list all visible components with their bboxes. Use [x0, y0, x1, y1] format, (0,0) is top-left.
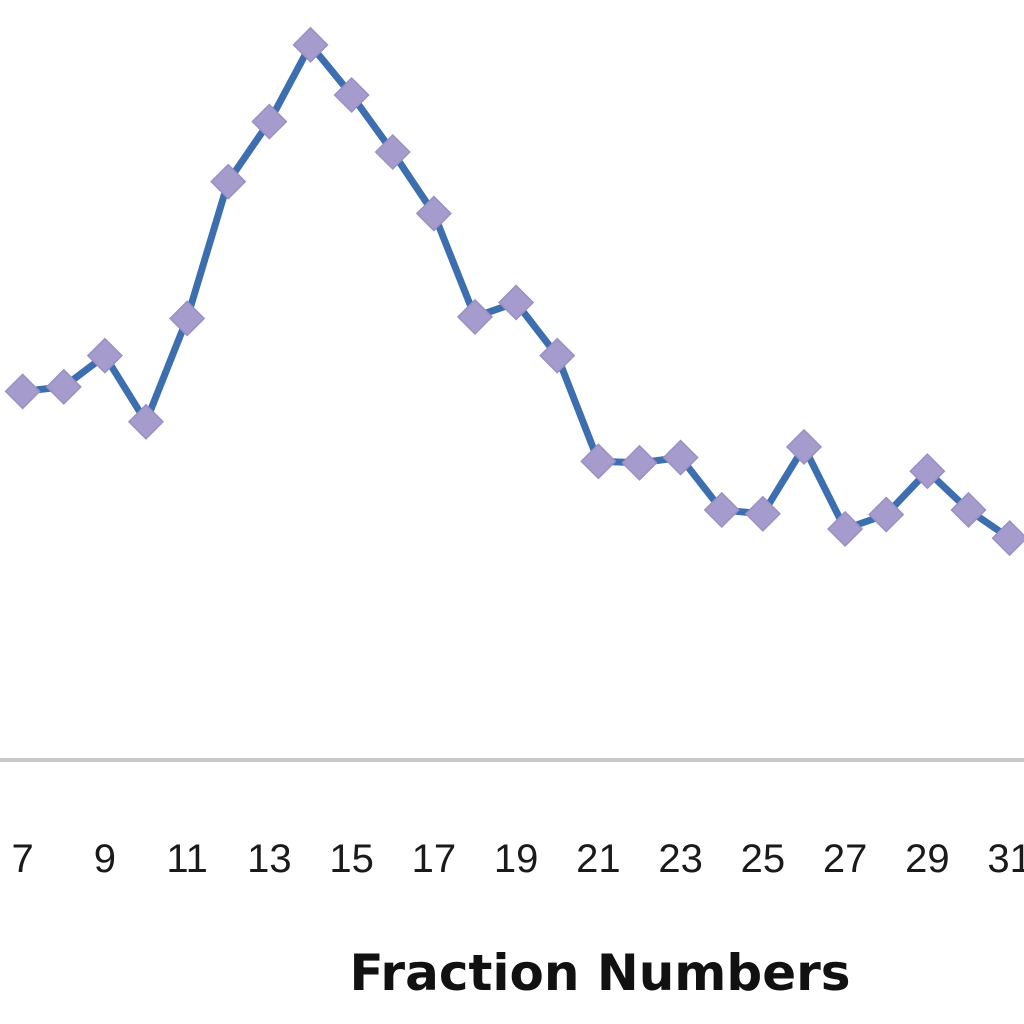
data-point-10 [127, 403, 165, 440]
data-point-20 [539, 337, 576, 374]
data-point-18 [456, 298, 494, 335]
data-point-29 [909, 453, 946, 490]
data-point-24 [703, 491, 740, 529]
data-point-12 [210, 163, 247, 200]
data-point-31 [991, 520, 1024, 557]
data-point-23 [662, 439, 699, 476]
x-tick-label-27: 27 [823, 837, 868, 881]
x-tick-label-19: 19 [494, 837, 539, 881]
data-point-30 [950, 491, 987, 529]
data-point-16 [374, 133, 411, 171]
data-point-15 [333, 76, 370, 114]
data-point-8 [45, 368, 82, 405]
x-axis-title: Fraction Numbers [349, 944, 850, 1002]
data-point-25 [744, 495, 781, 532]
x-tick-label-29: 29 [905, 837, 950, 881]
x-tick-label-7: 7 [11, 837, 33, 881]
x-tick-label-13: 13 [247, 837, 292, 881]
x-tick-label-31: 31 [987, 837, 1024, 881]
data-point-19 [498, 284, 535, 321]
data-point-7 [4, 373, 41, 410]
x-tick-label-21: 21 [576, 837, 621, 881]
data-point-11 [169, 300, 206, 337]
data-point-22 [621, 444, 658, 481]
x-tick-label-17: 17 [412, 837, 457, 881]
x-tick-labels: 7 9 11 13 15 17 19 21 23 25 27 29 31 [11, 837, 1024, 881]
data-point-14 [292, 26, 329, 63]
x-tick-label-9: 9 [94, 837, 116, 881]
data-markers [4, 26, 1024, 557]
data-point-21 [580, 443, 617, 480]
data-point-9 [86, 337, 123, 374]
data-point-17 [415, 195, 452, 232]
x-tick-label-25: 25 [741, 837, 786, 881]
data-point-28 [868, 496, 905, 533]
data-point-27 [827, 510, 864, 548]
data-point-26 [785, 428, 823, 465]
x-tick-label-15: 15 [329, 837, 374, 881]
x-tick-label-11: 11 [166, 837, 208, 881]
x-tick-label-23: 23 [658, 837, 703, 881]
data-point-13 [251, 103, 288, 140]
